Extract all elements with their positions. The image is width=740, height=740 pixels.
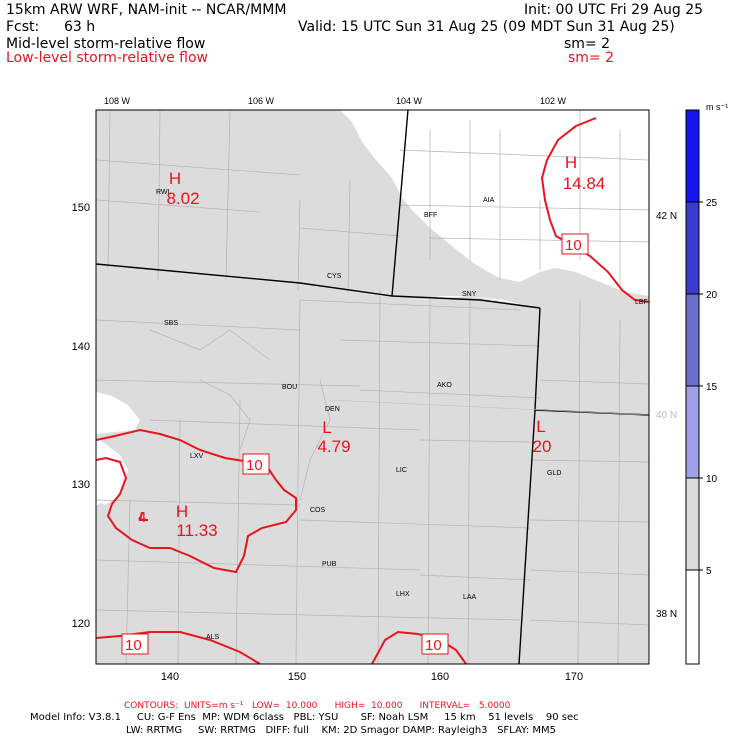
colorbar-segment [686, 478, 699, 570]
station-label: SBS [164, 320, 178, 327]
station-label: AKO [437, 382, 452, 389]
x-tick-label: 140 [161, 671, 179, 683]
colorbar-segment [686, 386, 699, 478]
lon-label: 106 W [248, 96, 275, 106]
shaded-flow-region-south [96, 268, 649, 664]
station-label: LAA [463, 594, 477, 601]
contours-info: CONTOURS: UNITS=m s⁻¹ LOW= 10.000 HIGH= … [124, 701, 511, 711]
high-letter: H [565, 153, 577, 172]
colorbar-tick: 20 [706, 290, 718, 301]
colorbar-tick: 25 [706, 198, 718, 209]
x-tick-label: 170 [565, 671, 583, 683]
lon-label: 102 W [540, 96, 567, 106]
high-letter: H [176, 502, 188, 521]
unshaded-patch-west [96, 392, 140, 434]
map-frame [95, 109, 650, 665]
high-value: 8.02 [166, 189, 199, 208]
bottom-axis-labels: 140 150 160 170 [161, 671, 583, 683]
low-letter: L [322, 418, 331, 437]
contour-label: 10 [425, 637, 442, 654]
colorbar-segment [686, 570, 699, 664]
low-level-label: Low-level storm-relative flow [6, 50, 209, 66]
colorbar-tick: 5 [706, 566, 712, 577]
y-tick-label: 150 [72, 202, 90, 214]
lat-label: 40 N [656, 410, 677, 421]
mid-level-label: Mid-level storm-relative flow [6, 36, 206, 52]
lon-label: 104 W [396, 96, 423, 106]
station-label: AIA [483, 197, 495, 204]
unshaded-patch-sw [96, 450, 118, 505]
low-value: 4.79 [317, 437, 350, 456]
x-tick-label: 150 [288, 671, 306, 683]
shaded-flow-region [96, 110, 649, 334]
station-label: COS [310, 507, 326, 514]
fcst-value: 63 h [64, 19, 96, 35]
station-labels: RWL BFF AIA CYS SNY LBF SBS BOU DEN AKO … [156, 189, 648, 641]
colorbar-segment [686, 294, 699, 386]
colorbar-unit: m s⁻¹ [706, 102, 728, 112]
left-axis-labels: 150 140 130 120 [72, 202, 90, 630]
station-label: SNY [462, 291, 477, 298]
high-letter: H [169, 169, 181, 188]
station-label: CYS [327, 273, 342, 280]
fcst-label: Fcst: [6, 19, 40, 35]
station-label: ALS [206, 634, 220, 641]
init-time: Init: 00 UTC Fri 29 Aug 25 [524, 2, 704, 18]
contour-label: 10 [565, 237, 582, 254]
station-label: GLD [547, 470, 561, 477]
low-level-sm: sm= 2 [568, 50, 615, 66]
lat-label: 38 N [656, 609, 677, 620]
model-info-line-2: LW: RRTMG SW: RRTMG DIFF: full KM: 2D Sm… [126, 725, 556, 736]
station-label: LIC [396, 467, 407, 474]
mid-level-sm: sm= 2 [564, 36, 611, 52]
station-label: BFF [424, 212, 437, 219]
y-tick-label: 140 [72, 341, 90, 353]
y-tick-label: 120 [72, 618, 90, 630]
contour-lines [96, 117, 649, 664]
low-letter: L [536, 417, 545, 436]
station-label: PUB [322, 561, 337, 568]
contour-label: 10 [125, 637, 142, 654]
high-value: 11.33 [176, 521, 217, 540]
contour-northeast [540, 117, 649, 303]
county-grid [96, 110, 649, 664]
station-label: BOU [282, 384, 297, 391]
latitude-40n-line [329, 399, 649, 416]
colorbar-tick: 15 [706, 382, 718, 393]
right-latitude-labels: 42 N 40 N 38 N [656, 211, 677, 620]
color-bar: m s⁻¹ 25 20 15 10 5 [685, 102, 728, 665]
y-tick-label: 130 [72, 479, 90, 491]
contour-label-small: 4 [138, 509, 146, 526]
extrema-markers: H 8.02 H 14.84 H 11.33 L 4.79 L 20 [166, 153, 605, 540]
contour-small-4 [138, 511, 148, 521]
station-label: LBF [635, 299, 648, 306]
colorbar-frame [685, 109, 700, 665]
colorbar-segment [686, 110, 699, 202]
model-title: 15km ARW WRF, NAM-init -- NCAR/MMM [6, 2, 287, 18]
station-label: LHX [396, 591, 410, 598]
model-info-line-1: Model Info: V3.8.1 CU: G-F Ens MP: WDM 6… [30, 712, 579, 723]
colorbar-tick: 10 [706, 474, 718, 485]
lon-label: 108 W [104, 96, 131, 106]
contour-label: 10 [246, 457, 263, 474]
station-label: DEN [325, 406, 340, 413]
top-longitude-labels: 108 W 106 W 104 W 102 W [104, 96, 567, 106]
x-tick-label: 160 [431, 671, 449, 683]
lat-label: 42 N [656, 211, 677, 222]
contour-south-left [96, 631, 261, 664]
contour-value-labels: 10 10 10 10 4 [121, 233, 589, 655]
station-label: LXV [190, 453, 204, 460]
colorbar-segment [686, 202, 699, 294]
station-label: RWL [156, 189, 172, 196]
contour-south-right [371, 630, 467, 664]
high-value: 14.84 [563, 174, 606, 193]
valid-time: Valid: 15 UTC Sun 31 Aug 25 (09 MDT Sun … [298, 19, 675, 35]
contour-west-loop [96, 428, 297, 574]
low-value: 20 [533, 437, 552, 456]
